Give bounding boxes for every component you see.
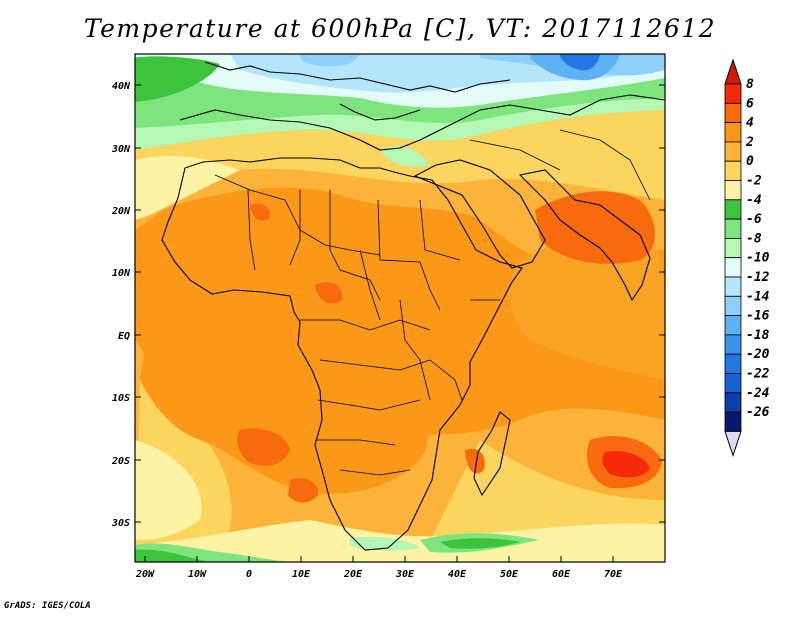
colorbar-label: 6 <box>746 96 754 111</box>
lat-label: 10N <box>112 268 131 279</box>
lon-label: 30E <box>395 569 415 580</box>
lon-label: 40E <box>448 569 467 580</box>
colorbar-label: -14 <box>746 289 770 304</box>
colorbar-swatch <box>724 83 742 104</box>
lat-label: 30S <box>111 518 130 529</box>
lat-label: 30N <box>111 144 131 155</box>
colorbar-under-triangle <box>724 430 742 457</box>
lat-label: 20S <box>111 456 130 467</box>
credit-text: GrADS: IGES/COLA <box>4 601 91 611</box>
lat-label: 40N <box>112 81 131 92</box>
colorbar-label: -10 <box>746 251 770 266</box>
map-frame <box>134 53 666 563</box>
lon-label: 10E <box>292 569 311 580</box>
lon-label: 70E <box>604 569 623 580</box>
colorbar-swatch <box>724 257 742 278</box>
lon-label: 60E <box>552 569 571 580</box>
colorbar-label: -12 <box>746 270 770 285</box>
colorbar-label: -2 <box>746 174 762 189</box>
colorbar-swatch <box>724 295 742 316</box>
colorbar-swatch <box>724 122 742 143</box>
colorbar-swatch <box>724 315 742 336</box>
colorbar-swatch <box>724 199 742 220</box>
lat-label: 10S <box>112 393 130 404</box>
borders <box>214 129 651 476</box>
colorbar-swatch <box>724 334 742 355</box>
longitude-labels: 20W 10W 0 10E 20E 30E 40E 50E 60E 70E <box>135 569 623 580</box>
lon-label: 0 <box>246 569 252 580</box>
lat-label: 20N <box>111 206 131 217</box>
temperature-field <box>135 54 665 562</box>
colorbar-label: 2 <box>745 135 754 150</box>
colorbar-label: -8 <box>746 231 762 246</box>
colorbar: 8 6 4 2 0 -2 -4 -6 -8 -10 -12 -14 -16 -18 -20 -22 -24 -26 <box>724 58 770 457</box>
coastlines <box>161 61 665 551</box>
chart-title: Temperature at 600hPa [C], VT: 201711261… <box>83 14 717 43</box>
colorbar-over-triangle <box>724 58 742 85</box>
colorbar-label: -22 <box>746 367 770 382</box>
colorbar-label: 8 <box>746 77 754 92</box>
colorbar-swatch <box>724 353 742 374</box>
colorbar-label: -20 <box>746 347 770 362</box>
axis-ticks <box>135 84 665 562</box>
colorbar-swatch <box>724 373 742 394</box>
colorbar-swatch <box>724 102 742 124</box>
lon-label: 20W <box>135 569 155 580</box>
colorbar-swatch <box>724 237 742 259</box>
colorbar-swatch <box>724 392 742 413</box>
colorbar-swatch <box>724 160 742 181</box>
colorbar-swatch <box>724 180 742 201</box>
colorbar-label: -6 <box>746 212 762 227</box>
latitude-labels: 40N 30N 20N 10N EQ 10S 20S 30S <box>111 81 131 529</box>
lon-label: 50E <box>500 569 519 580</box>
colorbar-swatch <box>724 218 742 239</box>
colorbar-label: 0 <box>746 154 754 169</box>
colorbar-label: -26 <box>746 405 770 420</box>
colorbar-swatch <box>724 411 742 432</box>
lat-label: EQ <box>118 331 130 342</box>
colorbar-label: -24 <box>746 386 770 401</box>
colorbar-label: 4 <box>746 116 754 131</box>
lon-label: 20E <box>343 569 363 580</box>
colorbar-label: -4 <box>746 193 762 208</box>
lon-label: 10W <box>188 569 207 580</box>
colorbar-swatch <box>724 276 742 297</box>
colorbar-label: -18 <box>746 328 770 343</box>
colorbar-swatch <box>724 141 742 162</box>
colorbar-label: -16 <box>746 309 770 324</box>
